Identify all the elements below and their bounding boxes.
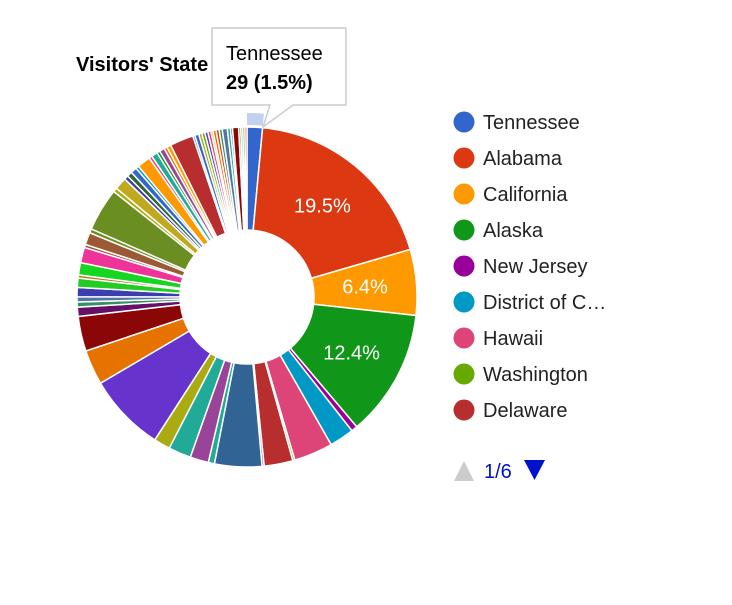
legend-label: Alaska (483, 220, 544, 242)
slice-label: 6.4% (342, 277, 388, 299)
slice-highlight (247, 113, 264, 126)
legend-marker (453, 111, 475, 133)
legend: Tennessee Alabama California Alaska New Jers… (453, 111, 607, 423)
legend-marker (453, 327, 475, 349)
legend-item[interactable]: Alaska (453, 219, 544, 243)
legend-label: New Jersey (483, 256, 587, 278)
legend-item[interactable]: Delaware (453, 399, 568, 423)
legend-pager: 1/6 (454, 460, 545, 483)
legend-marker (453, 399, 475, 421)
triangle-up-icon[interactable] (454, 461, 474, 481)
tooltip-box (211, 27, 347, 129)
legend-label: Delaware (483, 400, 567, 422)
legend-label: California (483, 184, 568, 206)
legend-item[interactable]: New Jersey (453, 255, 588, 279)
legend-marker (453, 255, 475, 277)
legend-label: Hawaii (483, 328, 543, 350)
legend-item[interactable]: California (453, 183, 569, 207)
legend-item[interactable]: Hawaii (453, 327, 544, 351)
slices-group (76, 113, 418, 468)
triangle-down-icon[interactable] (524, 460, 545, 480)
legend-page-indicator: 1/6 (484, 461, 512, 483)
legend-item[interactable]: District of C… (453, 291, 607, 315)
tooltip: Tennessee 29 (1.5%) (211, 27, 347, 129)
legend-item[interactable]: Tennessee (453, 111, 580, 135)
pie-slice[interactable] (244, 126, 248, 231)
legend-marker (453, 219, 475, 241)
chart-title: Visitors' State (76, 54, 208, 76)
legend-marker (453, 147, 475, 169)
legend-marker (453, 363, 475, 385)
legend-marker (453, 183, 475, 205)
legend-item[interactable]: Alabama (453, 147, 563, 171)
slice-labels-group: 19.5% 6.4% 12.4% (294, 196, 388, 365)
legend-label: District of C… (483, 292, 606, 314)
tooltip-title: Tennessee (226, 43, 323, 65)
slice-label: 19.5% (294, 196, 351, 218)
pie-slice[interactable] (252, 126, 412, 280)
legend-label: Tennessee (483, 112, 580, 134)
legend-label: Alabama (483, 148, 563, 170)
legend-label: Washington (483, 364, 588, 386)
legend-marker (453, 291, 475, 313)
legend-item[interactable]: Washington (453, 363, 588, 387)
tooltip-value: 29 (1.5%) (226, 72, 313, 94)
slice-label: 12.4% (323, 343, 380, 365)
